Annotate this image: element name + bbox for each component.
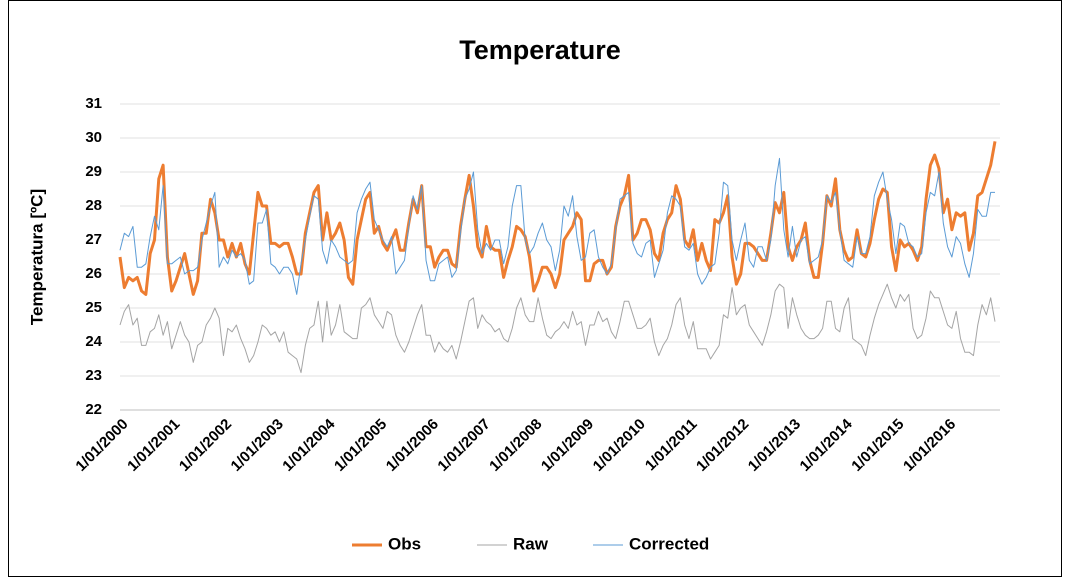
series-line bbox=[119, 157, 995, 295]
y-tick-label: 24 bbox=[85, 333, 102, 350]
y-tick-label: 26 bbox=[85, 265, 102, 282]
legend-label: Raw bbox=[513, 534, 549, 553]
y-tick-label: 23 bbox=[85, 367, 102, 384]
y-tick-label: 31 bbox=[85, 95, 102, 112]
y-tick-label: 29 bbox=[85, 163, 102, 180]
y-tick-label: 28 bbox=[85, 197, 102, 214]
series-line bbox=[119, 283, 996, 374]
legend-label: Obs bbox=[388, 534, 421, 553]
y-tick-label: 22 bbox=[85, 401, 102, 418]
y-tick-label: 30 bbox=[85, 129, 102, 146]
series-line bbox=[118, 141, 997, 296]
y-axis-title: Temperatura [ºC] bbox=[27, 189, 46, 325]
legend-label: Corrected bbox=[629, 534, 709, 553]
chart-title: Temperature bbox=[459, 35, 621, 65]
y-tick-label: 27 bbox=[85, 231, 102, 248]
y-tick-label: 25 bbox=[85, 299, 102, 316]
